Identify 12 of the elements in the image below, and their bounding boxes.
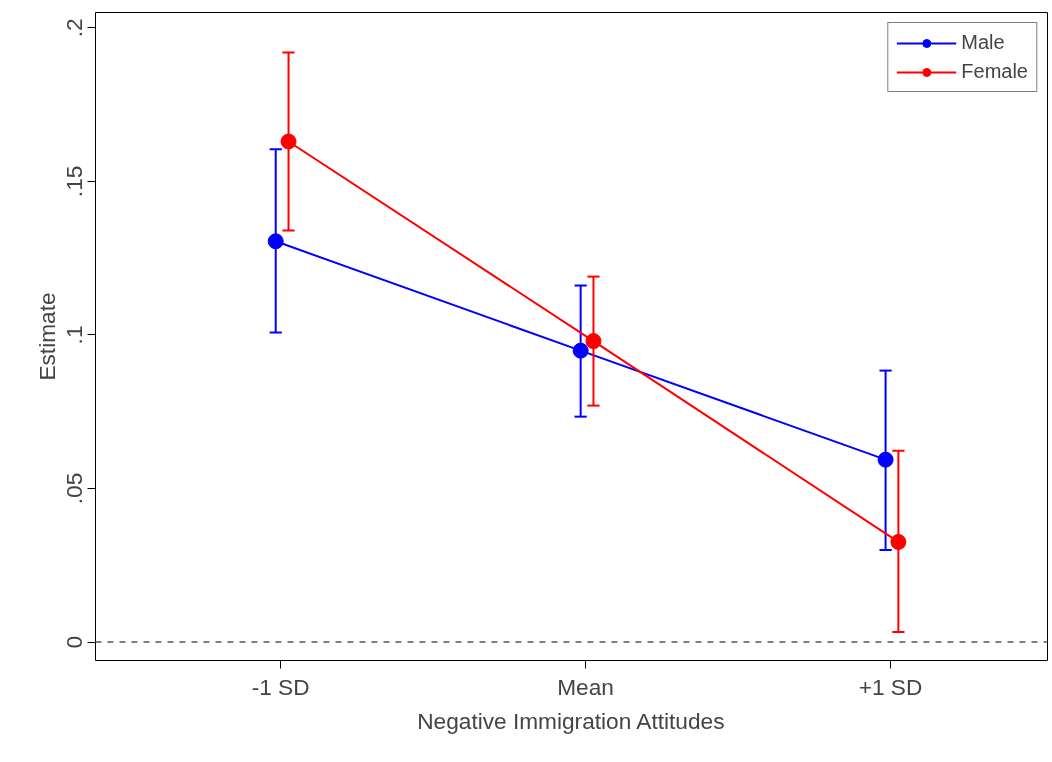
legend-label: Female [961, 60, 1028, 83]
y-tick-label: 0 [61, 635, 88, 649]
x-tick-label: -1 SD [251, 673, 310, 700]
y-tick-label: .1 [61, 325, 88, 345]
y-tick-label: .15 [61, 165, 88, 198]
x-tick-label: Mean [557, 673, 614, 700]
y-tick-label: .05 [61, 472, 88, 505]
x-axis-title: Negative Immigration Attitudes [417, 707, 725, 734]
x-tick-label: +1 SD [858, 673, 923, 700]
legend-label: Male [961, 31, 1005, 54]
y-tick-label: .2 [61, 18, 88, 38]
y-axis-title: Estimate [33, 292, 60, 381]
